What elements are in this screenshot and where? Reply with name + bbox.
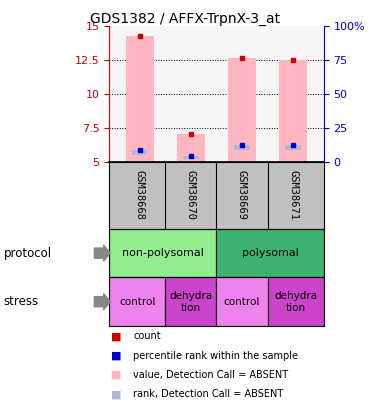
Text: dehydra
tion: dehydra tion: [169, 291, 212, 313]
Bar: [177, 134, 205, 162]
Bar: [183, 156, 199, 159]
Text: protocol: protocol: [4, 247, 52, 260]
Text: ■: ■: [111, 331, 121, 341]
Text: GSM38669: GSM38669: [237, 171, 247, 220]
Bar: [216, 229, 324, 277]
Text: GSM38671: GSM38671: [288, 171, 298, 220]
Bar: [132, 150, 148, 155]
Text: GDS1382 / AFFX-TrpnX-3_at: GDS1382 / AFFX-TrpnX-3_at: [90, 12, 280, 26]
Bar: [109, 277, 165, 326]
Text: stress: stress: [4, 295, 39, 308]
Text: count: count: [133, 331, 161, 341]
Bar: [126, 36, 154, 162]
Text: GSM38668: GSM38668: [135, 171, 145, 220]
Text: GSM38670: GSM38670: [186, 171, 196, 220]
Text: ■: ■: [111, 351, 121, 360]
Bar: [285, 145, 301, 150]
Text: value, Detection Call = ABSENT: value, Detection Call = ABSENT: [133, 370, 288, 380]
Text: non-polysomal: non-polysomal: [122, 248, 204, 258]
Text: percentile rank within the sample: percentile rank within the sample: [133, 351, 298, 360]
Text: polysomal: polysomal: [242, 248, 299, 258]
Text: control: control: [119, 297, 155, 307]
Text: rank, Detection Call = ABSENT: rank, Detection Call = ABSENT: [133, 390, 283, 399]
Bar: [228, 58, 256, 162]
Text: dehydra
tion: dehydra tion: [274, 291, 317, 313]
Text: ■: ■: [111, 390, 121, 399]
Bar: [216, 277, 268, 326]
Bar: [165, 277, 216, 326]
Bar: [268, 277, 324, 326]
Text: control: control: [224, 297, 260, 307]
Text: ■: ■: [111, 370, 121, 380]
Bar: [234, 145, 250, 150]
Bar: [109, 229, 216, 277]
Bar: [279, 60, 307, 162]
